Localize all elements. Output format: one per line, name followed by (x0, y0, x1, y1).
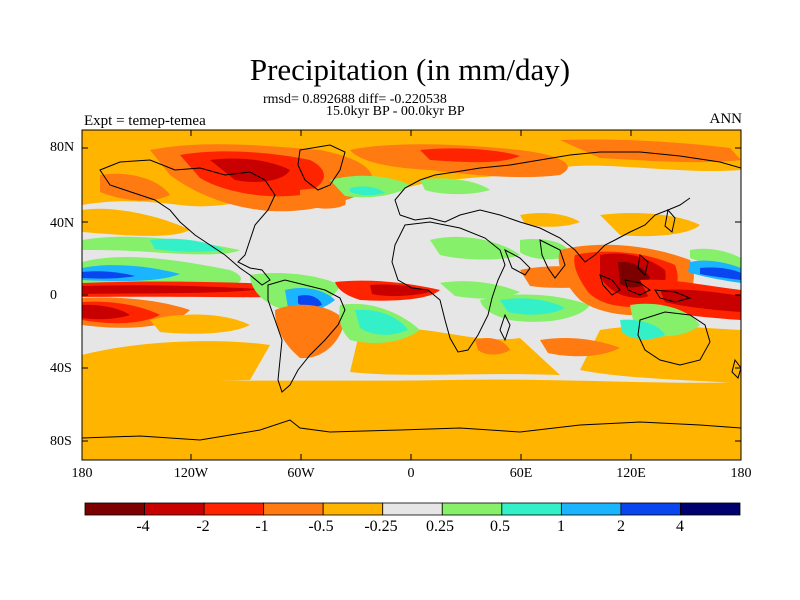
colorbar (84, 502, 741, 516)
colorbar-label-4: -0.25 (364, 518, 398, 535)
lat-label-80n: 80N (50, 140, 75, 155)
lat-label-40s: 40S (50, 361, 72, 376)
period-subtitle: 15.0kyr BP - 00.0kyr BP (326, 104, 465, 119)
colorbar-label-1: -2 (196, 518, 210, 535)
colorbar-box-4 (322, 502, 384, 516)
lat-label-eq: 0 (50, 288, 57, 303)
colorbar-box-0 (84, 502, 145, 516)
colorbar-label-6: 0.5 (490, 518, 510, 535)
axis-ticks (82, 130, 741, 460)
colorbar-label-3: -0.5 (308, 518, 334, 535)
colorbar-box-8 (560, 502, 622, 516)
colorbar-label-0: -4 (136, 518, 150, 535)
colorbar-label-5: 0.25 (426, 518, 454, 535)
lon-label-60e: 60E (509, 466, 533, 481)
coastlines (82, 144, 741, 441)
lon-label-0: 0 (407, 466, 415, 481)
colorbar-label-7: 1 (557, 518, 565, 535)
lon-label-120e: 120E (616, 466, 646, 481)
colorbar-box-1 (144, 502, 205, 516)
stats-subtitle: rmsd= 0.892688 diff= -0.220538 (263, 92, 447, 107)
lon-label-180w: 180 (71, 466, 93, 481)
colorbar-box-2 (203, 502, 265, 516)
lat-label-80s: 80S (50, 434, 72, 449)
colorbar-box-3 (263, 502, 324, 516)
precip-field (82, 130, 741, 460)
lon-label-60w: 60W (287, 466, 315, 481)
colorbar-box-5 (382, 502, 443, 516)
colorbar-box-9 (620, 502, 681, 516)
colorbar-box-6 (441, 502, 503, 516)
experiment-label: Expt = temep-temea (84, 113, 206, 129)
season-label: ANN (709, 111, 743, 127)
lon-label-180e: 180 (730, 466, 752, 481)
map-title: Precipitation (in mm/day) (249, 52, 571, 87)
lon-label-120w: 120W (173, 466, 209, 481)
colorbar-label-9: 4 (676, 518, 684, 535)
colorbar-box-10 (680, 502, 741, 516)
colorbar-box-7 (501, 502, 562, 516)
lat-label-40n: 40N (50, 216, 75, 231)
colorbar-label-8: 2 (617, 518, 625, 535)
colorbar-label-2: -1 (255, 518, 269, 535)
